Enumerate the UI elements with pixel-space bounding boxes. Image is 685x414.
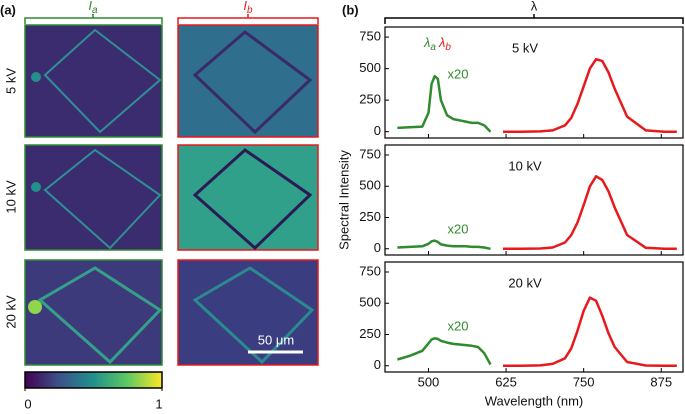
bracket	[384, 14, 684, 24]
colorbar-tick-label: 0	[24, 396, 31, 411]
colorbar	[24, 371, 163, 389]
image	[24, 24, 163, 138]
plot-frame	[384, 261, 684, 373]
spectrum-line	[397, 239, 491, 251]
bracket	[24, 14, 163, 24]
image-feature	[28, 300, 42, 314]
panel-label: (b)	[342, 2, 359, 17]
y-tick-label: 500	[359, 60, 381, 75]
x-tick-label: 875	[650, 374, 672, 389]
column-label: Ib	[243, 0, 253, 16]
y-tick-label: 750	[359, 146, 381, 161]
plot-frame	[384, 26, 684, 139]
image-feature	[192, 266, 315, 365]
y-tick-label: 750	[359, 29, 381, 44]
spectrum-line	[397, 337, 492, 366]
y-tick-label: 250	[359, 209, 381, 224]
panel-label: (a)	[0, 2, 16, 17]
spectrum-line	[503, 57, 677, 133]
y-tick-label: 0	[374, 240, 381, 255]
peak-label: λb	[438, 35, 451, 52]
x-tick-label: 500	[418, 374, 440, 389]
plot-frame	[384, 144, 684, 256]
y-tick-label: 750	[359, 263, 381, 278]
column-label: Ia	[88, 0, 98, 16]
row-label: 10 kV	[3, 180, 18, 214]
image	[177, 24, 319, 138]
peak-label-subscript: b	[445, 42, 451, 53]
y-tick-label: 250	[359, 92, 381, 107]
panel-title: 10 kV	[508, 158, 542, 173]
x-tick-label: 625	[495, 374, 517, 389]
bracket	[177, 14, 319, 24]
image	[177, 144, 319, 251]
spectrum-line	[397, 74, 492, 133]
scale-note: x20	[448, 66, 469, 81]
image-feature	[192, 148, 313, 251]
y-tick-label: 500	[359, 178, 381, 193]
y-tick-label: 500	[359, 295, 381, 310]
bracket-label: λ	[531, 0, 538, 13]
panel-title: 20 kV	[508, 275, 542, 290]
y-tick-label: 0	[374, 123, 381, 138]
peak-label: λa	[423, 35, 436, 52]
peak-label-symbol: λ	[438, 35, 445, 50]
colorbar-tick-label: 1	[155, 396, 162, 411]
y-tick-label: 0	[374, 357, 381, 372]
image-feature	[192, 30, 313, 135]
image-feature	[31, 72, 41, 82]
y-tick-label: 250	[359, 326, 381, 341]
image-feature	[31, 182, 41, 192]
y-axis-label: Spectral Intensity	[336, 150, 351, 250]
peak-label-subscript: a	[430, 42, 436, 53]
peak-label-symbol: λ	[423, 35, 430, 50]
spectrum-line	[503, 175, 677, 251]
x-tick-label: 750	[573, 374, 595, 389]
image-feature	[43, 28, 162, 134]
image-feature	[37, 266, 163, 365]
row-label: 20 kV	[3, 295, 18, 329]
scale-bar-label: 50 μm	[258, 332, 294, 347]
scale-note: x20	[448, 318, 469, 333]
row-label: 5 kV	[3, 68, 18, 94]
spectrum-line	[503, 296, 677, 368]
image-feature	[43, 148, 162, 250]
scale-note: x20	[448, 221, 469, 236]
panel-title: 5 kV	[512, 40, 538, 55]
x-axis-label: Wavelength (nm)	[485, 393, 584, 408]
image-grid	[24, 24, 319, 366]
